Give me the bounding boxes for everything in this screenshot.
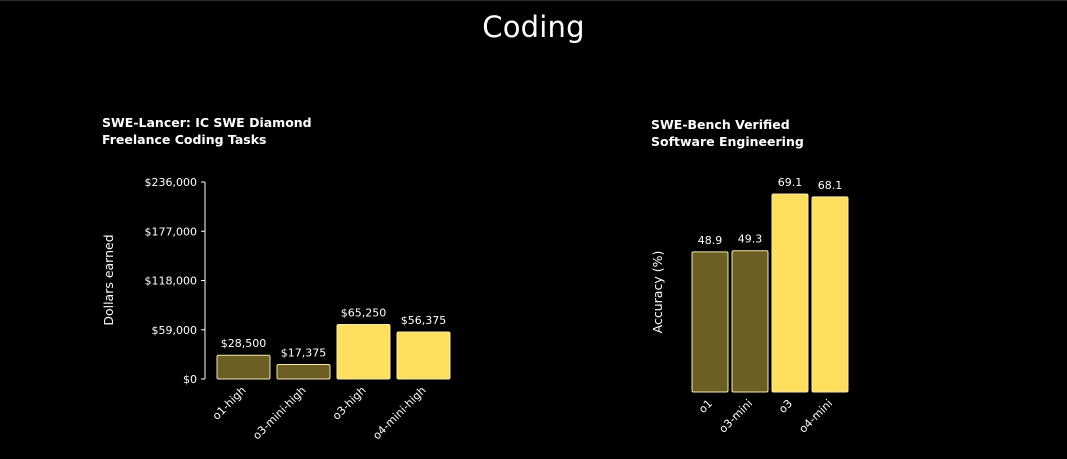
bar-value-label: $56,375 <box>401 314 447 327</box>
y-axis-label: Dollars earned <box>101 234 116 325</box>
x-tick-label: o1-high <box>210 384 249 423</box>
bar-value-label: $17,375 <box>281 346 327 359</box>
bar-o3-mini <box>731 250 769 393</box>
bar-o4-mini-high <box>396 331 451 380</box>
chart-subtitle-line: Software Engineering <box>651 134 804 149</box>
bar-o1-high <box>216 354 271 380</box>
x-tick-label: o3 <box>776 397 795 416</box>
bar-o4-mini <box>811 196 849 393</box>
bar-o3-mini-high <box>276 363 331 380</box>
chart-title-swe-bench: SWE-Bench Verified Software Engineering <box>651 116 911 150</box>
chart-title-line: SWE-Lancer: IC SWE Diamond <box>102 115 312 130</box>
bar-value-label: $28,500 <box>221 337 267 350</box>
chart-title-line: SWE-Bench Verified <box>651 117 790 132</box>
swe-lancer-bar-chart: Dollars earned $0 $59,000 $118,000 $177,000 $… <box>101 176 451 442</box>
y-tick-label: $59,000 <box>152 324 198 337</box>
bar-value-label: 68.1 <box>818 179 843 192</box>
x-tick-label: o4-mini-high <box>370 384 428 442</box>
x-tick-label: o1 <box>696 397 715 416</box>
bar-o3 <box>771 193 809 393</box>
bar-value-label: 48.9 <box>698 234 723 247</box>
y-axis-label: Accuracy (%) <box>650 251 665 334</box>
y-tick-label: $236,000 <box>145 176 198 189</box>
x-tick-label: o4-mini <box>797 397 836 436</box>
x-tick-label: o3-high <box>330 384 369 423</box>
y-tick-label: $118,000 <box>145 275 198 288</box>
page-title: Coding <box>482 10 585 44</box>
y-tick-label: $0 <box>183 373 197 386</box>
bar-o3-high <box>336 324 391 380</box>
bar-value-label: 69.1 <box>778 176 803 189</box>
x-tick-label: o3-mini <box>717 397 756 436</box>
bar-value-label: $65,250 <box>341 307 387 320</box>
top-divider <box>0 0 1067 1</box>
chart-title-swe-lancer: SWE-Lancer: IC SWE Diamond Freelance Cod… <box>102 114 362 148</box>
x-tick-label: o3-mini-high <box>250 384 308 442</box>
y-tick-label: $177,000 <box>145 225 198 238</box>
swe-bench-bar-chart: Accuracy (%) 48.9 o1 49.3 o3-mini 69.1 o3 68.1 o… <box>650 176 849 436</box>
chart-subtitle-line: Freelance Coding Tasks <box>102 132 267 147</box>
bar-value-label: 49.3 <box>738 233 763 246</box>
bar-o1 <box>691 251 729 393</box>
